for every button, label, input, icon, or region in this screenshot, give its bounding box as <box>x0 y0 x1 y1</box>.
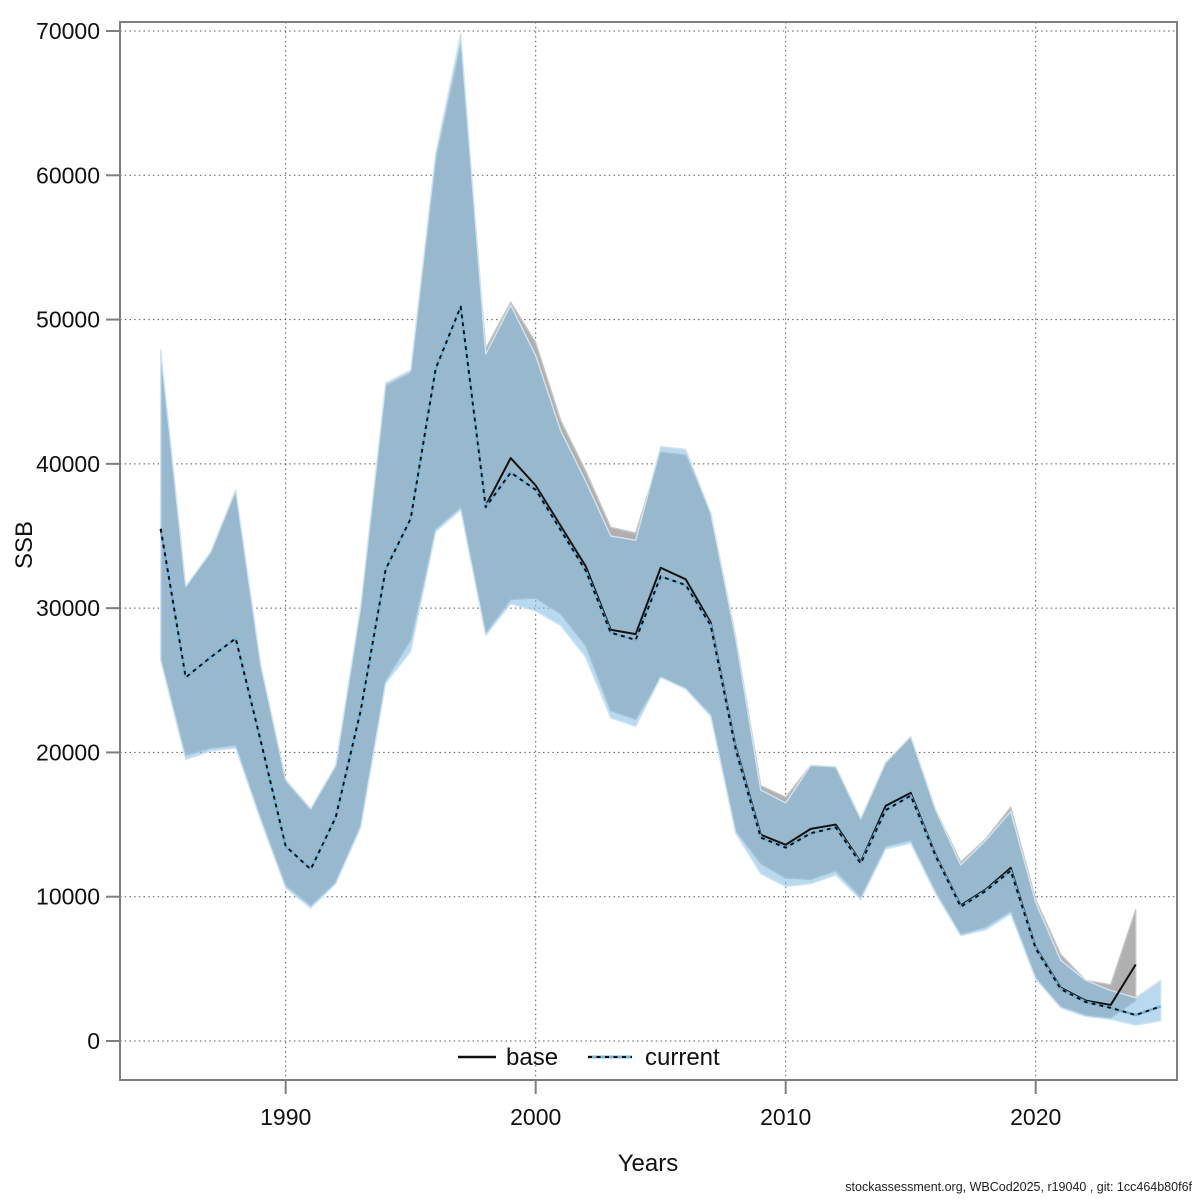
y-tick-label-40000: 40000 <box>36 451 100 477</box>
x-tick-label-2000: 2000 <box>510 1104 561 1130</box>
legend-current-label: current <box>645 1044 720 1071</box>
y-tick-label-70000: 70000 <box>36 18 100 44</box>
y-tick-label-20000: 20000 <box>36 739 100 765</box>
chart-generated-layers: 0 10000 20000 30000 40000 50000 60000 70000 1990… <box>36 18 1178 1130</box>
band-current-ci <box>159 33 1162 1026</box>
legend-base-label: base <box>506 1044 558 1071</box>
y-tick-label-10000: 10000 <box>36 884 100 910</box>
y-tick-label-0: 0 <box>87 1028 100 1054</box>
plot-border <box>119 21 1178 1081</box>
x-tick-label-2020: 2020 <box>1010 1104 1061 1130</box>
x-tick-label-1990: 1990 <box>260 1104 311 1130</box>
footer-attribution: stockassessment.org, WBCod2025, r19040 ,… <box>845 1180 1192 1194</box>
y-axis-title: SSB <box>11 521 38 569</box>
y-tick-label-30000: 30000 <box>36 595 100 621</box>
y-tick-label-50000: 50000 <box>36 307 100 333</box>
line-current-dashed <box>159 305 1162 1016</box>
y-tick-label-60000: 60000 <box>36 162 100 188</box>
legend: base current <box>458 1044 720 1071</box>
x-axis-title: Years <box>618 1150 679 1177</box>
x-tick-label-2010: 2010 <box>760 1104 811 1130</box>
